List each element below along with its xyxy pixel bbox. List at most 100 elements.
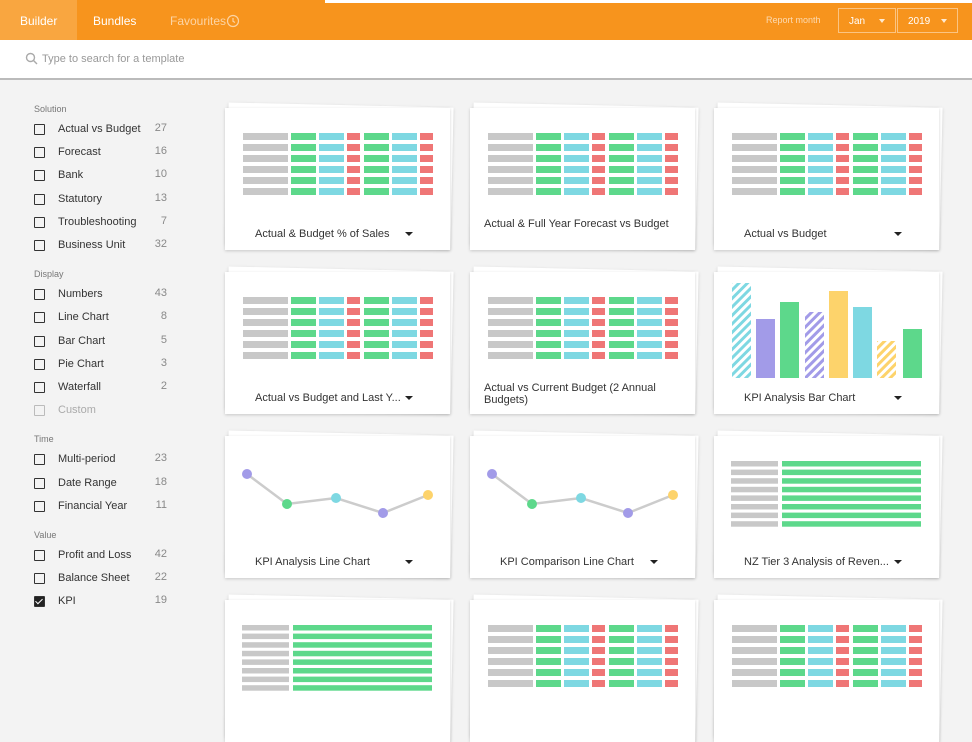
thumb-shape xyxy=(592,669,605,676)
thumb-shape xyxy=(732,636,777,643)
filter-count: 7 xyxy=(160,214,167,227)
thumb-shape xyxy=(319,308,344,315)
filter-item[interactable]: Bar Chart 5 xyxy=(34,333,174,349)
filter-item[interactable]: Statutory 13 xyxy=(34,192,174,207)
filter-label: Multi-period xyxy=(58,453,116,466)
search-bar[interactable]: Type to search for a template xyxy=(0,40,972,80)
checkbox[interactable] xyxy=(34,216,45,228)
checkbox[interactable] xyxy=(34,477,45,489)
tab[interactable]: Bundles xyxy=(93,14,137,28)
dropdown-caret[interactable] xyxy=(405,232,413,236)
thumb-shape xyxy=(665,352,678,359)
filter-group-title: Value xyxy=(34,530,57,540)
template-card[interactable]: Actual & Full Year Forecast vs Budget xyxy=(470,108,695,250)
checkbox[interactable] xyxy=(34,382,45,393)
checkbox[interactable] xyxy=(34,335,45,347)
template-card[interactable]: Actual & Budget % of Sales xyxy=(225,108,450,250)
thumb-shape xyxy=(731,486,778,493)
filter-item[interactable]: Financial Year 11 xyxy=(34,499,174,514)
thumb-shape xyxy=(420,352,433,359)
dropdown-caret[interactable] xyxy=(405,396,413,400)
checkbox[interactable] xyxy=(34,500,45,512)
checkbox[interactable] xyxy=(34,240,45,251)
template-card[interactable] xyxy=(470,600,695,742)
filter-item[interactable]: Business Unit 32 xyxy=(34,238,174,253)
dropdown-caret[interactable] xyxy=(894,396,902,400)
thumb-shape xyxy=(665,297,678,304)
filter-item[interactable]: Balance Sheet 22 xyxy=(34,571,174,586)
checkbox[interactable] xyxy=(34,193,45,205)
template-card[interactable]: Actual vs Budget xyxy=(714,108,939,250)
template-title: Actual vs Budget and Last Y... xyxy=(255,392,401,404)
template-card[interactable]: Actual vs Current Budget (2 Annual Budge… xyxy=(470,272,695,414)
template-card[interactable] xyxy=(714,600,939,742)
thumb-shape xyxy=(780,188,805,195)
thumb-shape xyxy=(731,469,778,476)
thumb-shape xyxy=(536,144,561,151)
template-card[interactable]: Actual vs Budget and Last Y... xyxy=(225,272,450,414)
template-card[interactable]: KPI Comparison Line Chart xyxy=(470,436,695,578)
thumb-shape xyxy=(488,680,533,687)
thumb-shape xyxy=(609,144,634,151)
filter-count: 16 xyxy=(154,145,167,158)
thumb-shape xyxy=(731,504,778,510)
month-select[interactable]: Jan xyxy=(838,8,896,33)
thumb-shape xyxy=(780,166,805,173)
thumb-shape xyxy=(536,680,561,687)
tab[interactable]: Builder xyxy=(0,0,78,40)
thumb-shape xyxy=(293,642,432,648)
filter-item[interactable]: Bank 10 xyxy=(34,168,174,183)
thumb-shape xyxy=(668,490,678,500)
filter-label: Forecast xyxy=(58,146,101,159)
thumb-shape xyxy=(488,144,533,151)
filter-item[interactable]: Pie Chart 3 xyxy=(34,357,174,372)
filter-item[interactable]: Profit and Loss 42 xyxy=(34,548,174,563)
filter-item[interactable]: Date Range 18 xyxy=(34,476,174,491)
thumb-shape xyxy=(243,319,288,326)
dropdown-caret[interactable] xyxy=(894,232,902,236)
filter-item[interactable]: Line Chart 8 xyxy=(34,310,174,325)
thumb-shape xyxy=(347,144,360,151)
thumb-shape xyxy=(637,330,662,337)
template-card[interactable]: KPI Analysis Bar Chart xyxy=(714,272,939,414)
checkbox[interactable] xyxy=(34,573,45,585)
checkbox[interactable] xyxy=(34,170,45,182)
thumb-shape xyxy=(420,166,433,173)
checkbox[interactable] xyxy=(34,358,45,370)
dropdown-caret[interactable] xyxy=(650,560,658,564)
thumb-shape xyxy=(592,352,605,359)
dropdown-caret[interactable] xyxy=(405,560,413,564)
filter-item[interactable]: Troubleshooting 7 xyxy=(34,214,174,230)
year-select[interactable]: 2019 xyxy=(897,8,958,33)
thumb-shape xyxy=(623,508,633,518)
thumb-shape xyxy=(364,177,389,184)
checkbox[interactable] xyxy=(34,124,45,135)
thumb-shape xyxy=(665,680,678,687)
template-card[interactable] xyxy=(225,600,450,742)
checkbox[interactable] xyxy=(34,147,45,159)
filter-label: Bar Chart xyxy=(58,334,106,347)
thumb-shape xyxy=(291,319,316,326)
thumb-shape xyxy=(732,133,777,140)
checkbox[interactable] xyxy=(34,454,45,466)
thumb-shape xyxy=(909,669,922,676)
thumb-shape xyxy=(293,633,432,640)
filter-item[interactable]: KPI 19 xyxy=(34,594,174,609)
checkbox[interactable] xyxy=(34,289,45,301)
filter-item[interactable]: Numbers 43 xyxy=(34,287,174,302)
checkbox[interactable] xyxy=(34,550,45,561)
template-card[interactable]: NZ Tier 3 Analysis of Reven... xyxy=(714,436,939,578)
filter-item[interactable]: Multi-period 23 xyxy=(34,452,174,467)
filter-item[interactable]: Waterfall 2 xyxy=(34,380,174,395)
template-card[interactable]: KPI Analysis Line Chart xyxy=(225,436,450,578)
tab[interactable]: Favourites xyxy=(150,0,246,40)
filter-item[interactable]: Actual vs Budget 27 xyxy=(34,122,174,137)
thumb-shape xyxy=(420,297,433,304)
thumb-shape xyxy=(909,144,922,151)
checkbox[interactable] xyxy=(34,312,45,324)
checkbox[interactable] xyxy=(34,596,45,608)
filter-item[interactable]: Forecast 16 xyxy=(34,145,174,160)
thumb-shape xyxy=(319,188,344,195)
filter-count: 5 xyxy=(160,333,167,346)
dropdown-caret[interactable] xyxy=(894,560,902,564)
